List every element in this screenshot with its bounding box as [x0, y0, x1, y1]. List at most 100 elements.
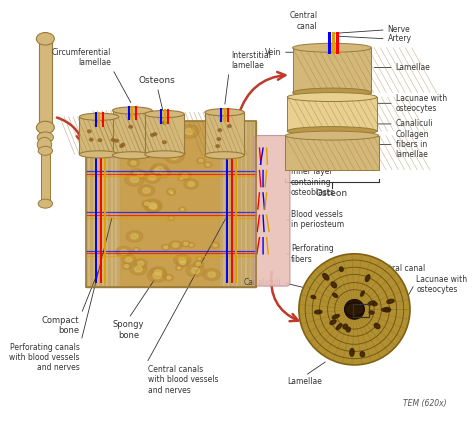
Ellipse shape — [129, 125, 132, 128]
Ellipse shape — [116, 246, 132, 257]
Ellipse shape — [292, 88, 372, 97]
Text: Lamellae: Lamellae — [396, 63, 430, 72]
Ellipse shape — [346, 327, 350, 332]
Ellipse shape — [79, 113, 119, 120]
Ellipse shape — [330, 320, 336, 325]
Ellipse shape — [315, 310, 322, 314]
Ellipse shape — [184, 242, 188, 245]
Bar — [79, 117, 119, 154]
Text: Spongy
bone: Spongy bone — [113, 320, 145, 340]
Ellipse shape — [145, 202, 149, 205]
Ellipse shape — [37, 137, 52, 152]
Ellipse shape — [285, 131, 379, 140]
Ellipse shape — [162, 145, 167, 149]
Ellipse shape — [125, 173, 144, 186]
Ellipse shape — [177, 152, 183, 156]
Bar — [99, 121, 101, 287]
Ellipse shape — [206, 164, 210, 166]
Ellipse shape — [188, 243, 195, 248]
Ellipse shape — [361, 291, 364, 296]
Ellipse shape — [197, 257, 202, 261]
Ellipse shape — [130, 263, 147, 275]
FancyBboxPatch shape — [254, 135, 290, 286]
Ellipse shape — [144, 138, 159, 149]
Ellipse shape — [311, 296, 316, 299]
Bar — [353, 304, 369, 317]
Ellipse shape — [180, 125, 199, 138]
Ellipse shape — [213, 244, 217, 247]
Ellipse shape — [145, 110, 184, 118]
Ellipse shape — [199, 159, 203, 162]
Ellipse shape — [98, 139, 101, 141]
Bar — [120, 121, 220, 287]
Ellipse shape — [337, 324, 342, 330]
Ellipse shape — [147, 140, 166, 152]
Ellipse shape — [387, 299, 394, 303]
Text: Osteons: Osteons — [139, 76, 176, 85]
Bar — [112, 121, 114, 287]
Text: Nerve: Nerve — [388, 26, 410, 35]
Ellipse shape — [384, 308, 391, 312]
Ellipse shape — [178, 171, 191, 180]
Bar — [108, 121, 110, 287]
Ellipse shape — [184, 179, 199, 189]
Text: Lacunae with
osteocytes: Lacunae with osteocytes — [396, 94, 447, 113]
Ellipse shape — [197, 158, 205, 164]
Bar — [39, 40, 52, 126]
Ellipse shape — [169, 241, 182, 250]
Bar — [292, 48, 372, 92]
Ellipse shape — [131, 161, 136, 165]
Ellipse shape — [182, 241, 191, 247]
Ellipse shape — [217, 138, 220, 141]
Ellipse shape — [121, 255, 136, 265]
Ellipse shape — [343, 324, 347, 329]
Text: Inner layer
containing
osteoblasts: Inner layer containing osteoblasts — [291, 167, 335, 197]
Ellipse shape — [171, 192, 173, 194]
Text: Lamellae: Lamellae — [288, 377, 323, 386]
Ellipse shape — [350, 348, 354, 356]
Ellipse shape — [168, 216, 174, 220]
Text: Perforating canals
with blood vessels
and nerves: Perforating canals with blood vessels an… — [9, 343, 79, 372]
Ellipse shape — [323, 273, 329, 280]
Ellipse shape — [151, 134, 155, 136]
Ellipse shape — [153, 133, 157, 135]
Circle shape — [345, 299, 365, 319]
Ellipse shape — [287, 127, 377, 135]
Ellipse shape — [126, 128, 141, 138]
Ellipse shape — [143, 188, 150, 193]
Ellipse shape — [345, 302, 365, 316]
Text: Interstitial
lamellae: Interstitial lamellae — [231, 51, 271, 70]
Ellipse shape — [143, 199, 162, 212]
Ellipse shape — [204, 162, 212, 167]
Ellipse shape — [287, 92, 377, 101]
Ellipse shape — [333, 293, 337, 297]
Bar — [285, 135, 379, 170]
Ellipse shape — [155, 270, 162, 275]
Ellipse shape — [137, 132, 147, 139]
Ellipse shape — [158, 142, 171, 151]
Ellipse shape — [365, 275, 370, 282]
Ellipse shape — [191, 268, 200, 273]
Ellipse shape — [178, 176, 185, 181]
Text: Vein: Vein — [264, 48, 281, 57]
Ellipse shape — [176, 259, 189, 267]
Bar — [117, 121, 119, 287]
Ellipse shape — [177, 267, 181, 269]
Ellipse shape — [112, 152, 152, 159]
Ellipse shape — [292, 43, 372, 52]
Ellipse shape — [79, 151, 119, 158]
Ellipse shape — [164, 246, 168, 249]
Text: Blood vessels
in periosteum: Blood vessels in periosteum — [291, 210, 344, 230]
Bar — [41, 153, 50, 202]
Ellipse shape — [115, 139, 118, 142]
Ellipse shape — [135, 249, 138, 251]
Ellipse shape — [146, 132, 153, 136]
Ellipse shape — [130, 131, 137, 135]
Ellipse shape — [131, 234, 138, 239]
Ellipse shape — [170, 153, 179, 159]
Ellipse shape — [138, 185, 155, 196]
Bar — [242, 121, 244, 287]
Ellipse shape — [148, 202, 157, 208]
Ellipse shape — [332, 314, 339, 319]
Ellipse shape — [126, 230, 143, 242]
